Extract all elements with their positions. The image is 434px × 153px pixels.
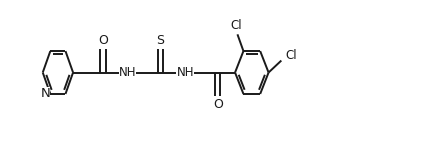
Text: Cl: Cl [284,49,296,62]
Text: O: O [213,98,222,111]
Text: NH: NH [119,66,136,79]
Text: NH: NH [176,66,194,79]
Text: O: O [98,34,108,47]
Text: Cl: Cl [230,19,242,32]
Text: N: N [40,87,50,100]
Text: S: S [156,34,164,47]
